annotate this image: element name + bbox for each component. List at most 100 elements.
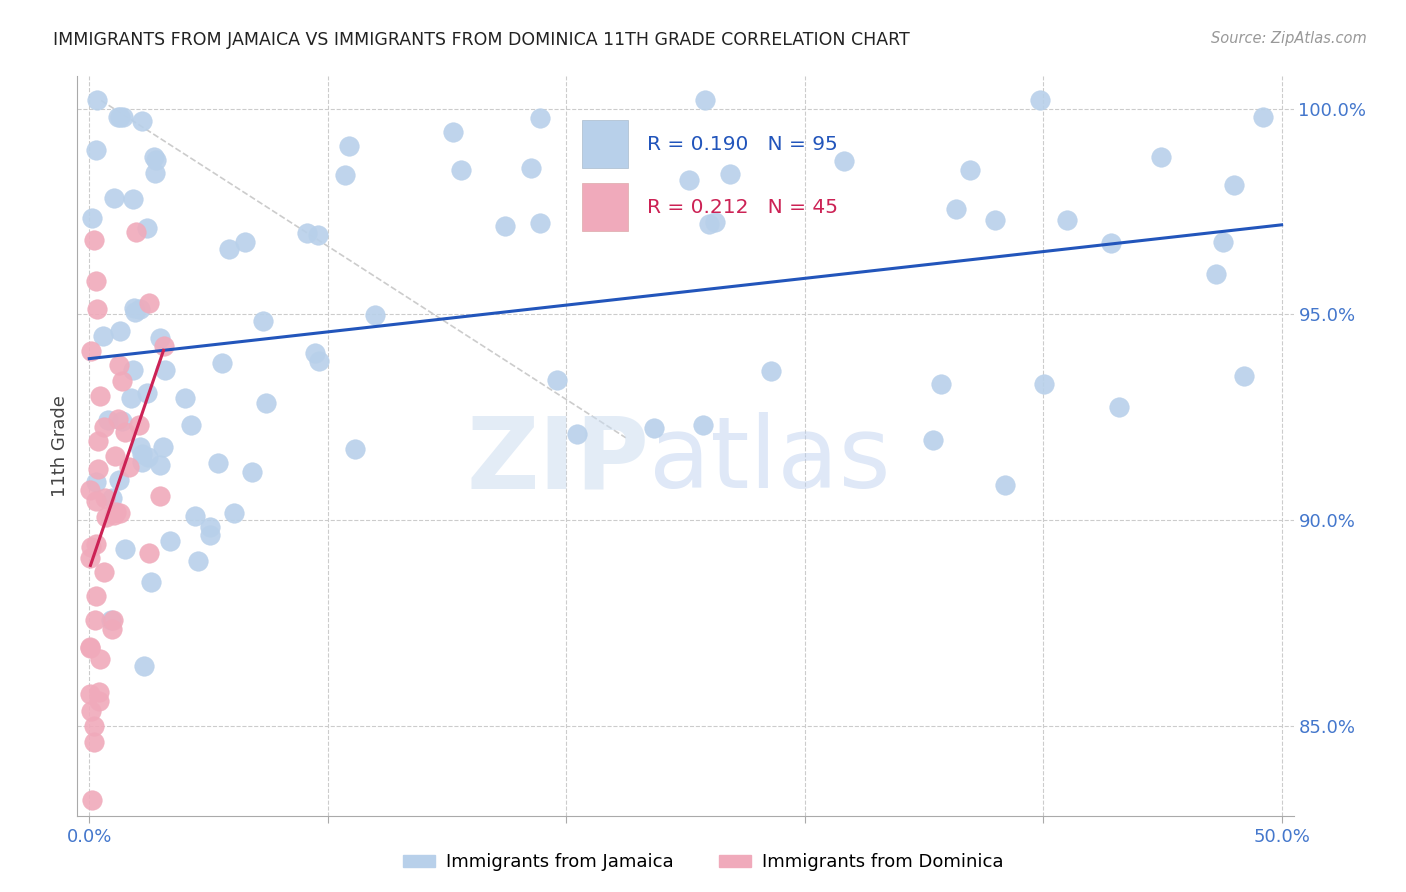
Point: [79, 641, 101, 656]
Point: [1251, 110, 1274, 124]
Point: [96, 510, 118, 524]
Point: [83, 735, 105, 749]
Point: [93, 420, 115, 434]
Point: [1056, 213, 1078, 227]
Point: [135, 385, 157, 400]
Point: [233, 235, 256, 249]
Point: [89, 693, 111, 707]
Point: [124, 305, 146, 319]
Point: [84, 589, 107, 603]
Point: [297, 227, 319, 241]
Point: [105, 505, 128, 519]
Point: [159, 533, 181, 548]
Point: [364, 308, 387, 322]
Point: [218, 242, 240, 256]
Point: [692, 417, 714, 432]
Point: [118, 460, 141, 475]
Point: [252, 314, 274, 328]
Point: [91, 328, 114, 343]
Point: [643, 421, 665, 435]
Text: R = 0.212   N = 45: R = 0.212 N = 45: [647, 198, 838, 217]
Point: [134, 658, 156, 673]
Point: [1029, 94, 1052, 108]
Point: [565, 427, 588, 442]
Point: [308, 354, 330, 368]
Point: [97, 413, 120, 427]
Point: [100, 613, 122, 627]
Point: [307, 227, 329, 242]
Point: [529, 215, 551, 229]
Point: [121, 363, 143, 377]
Point: [89, 389, 111, 403]
FancyBboxPatch shape: [582, 120, 628, 169]
Point: [759, 364, 782, 378]
Point: [107, 110, 129, 124]
Point: [89, 652, 111, 666]
Point: [337, 139, 360, 153]
Point: [80, 793, 103, 807]
Point: [80, 540, 103, 554]
Point: [152, 339, 174, 353]
Point: [450, 162, 472, 177]
Point: [1108, 400, 1130, 414]
Point: [254, 395, 277, 409]
Point: [86, 144, 108, 158]
Text: R = 0.190   N = 95: R = 0.190 N = 95: [647, 135, 837, 153]
Point: [124, 225, 146, 239]
Point: [546, 373, 568, 387]
Point: [114, 425, 136, 440]
Point: [1101, 236, 1123, 251]
Point: [529, 112, 551, 126]
Point: [1205, 268, 1227, 282]
Point: [79, 550, 101, 565]
Point: [145, 153, 167, 167]
Point: [128, 417, 150, 432]
Point: [921, 434, 943, 448]
Point: [122, 301, 145, 316]
Point: [111, 110, 134, 124]
Point: [153, 363, 176, 377]
Point: [149, 489, 172, 503]
Point: [120, 391, 142, 405]
FancyBboxPatch shape: [582, 183, 628, 231]
Y-axis label: 11th Grade: 11th Grade: [51, 395, 69, 497]
Point: [695, 94, 717, 108]
Point: [86, 301, 108, 316]
Point: [108, 324, 131, 338]
Point: [149, 458, 172, 472]
Point: [141, 575, 163, 590]
Point: [441, 125, 464, 139]
Point: [87, 685, 110, 699]
Point: [84, 613, 107, 627]
Point: [344, 442, 367, 457]
Point: [129, 301, 152, 316]
Point: [152, 440, 174, 454]
Point: [131, 114, 153, 128]
Point: [697, 217, 720, 231]
Point: [959, 163, 981, 178]
Point: [94, 491, 117, 505]
Point: [520, 161, 543, 176]
Point: [187, 554, 209, 568]
Point: [107, 412, 129, 426]
Point: [131, 447, 153, 461]
Point: [86, 434, 108, 448]
Point: [79, 640, 101, 655]
Point: [114, 542, 136, 557]
Point: [103, 508, 125, 522]
Point: [108, 474, 131, 488]
Point: [945, 202, 967, 217]
Point: [129, 440, 152, 454]
Point: [83, 719, 105, 733]
Point: [108, 507, 131, 521]
Point: [86, 537, 108, 551]
Point: [138, 296, 160, 310]
Point: [174, 392, 197, 406]
Point: [183, 508, 205, 523]
Point: [138, 546, 160, 560]
Point: [84, 475, 107, 489]
Point: [718, 167, 741, 181]
Text: Source: ZipAtlas.com: Source: ZipAtlas.com: [1211, 31, 1367, 46]
Point: [93, 566, 115, 580]
Point: [86, 94, 108, 108]
